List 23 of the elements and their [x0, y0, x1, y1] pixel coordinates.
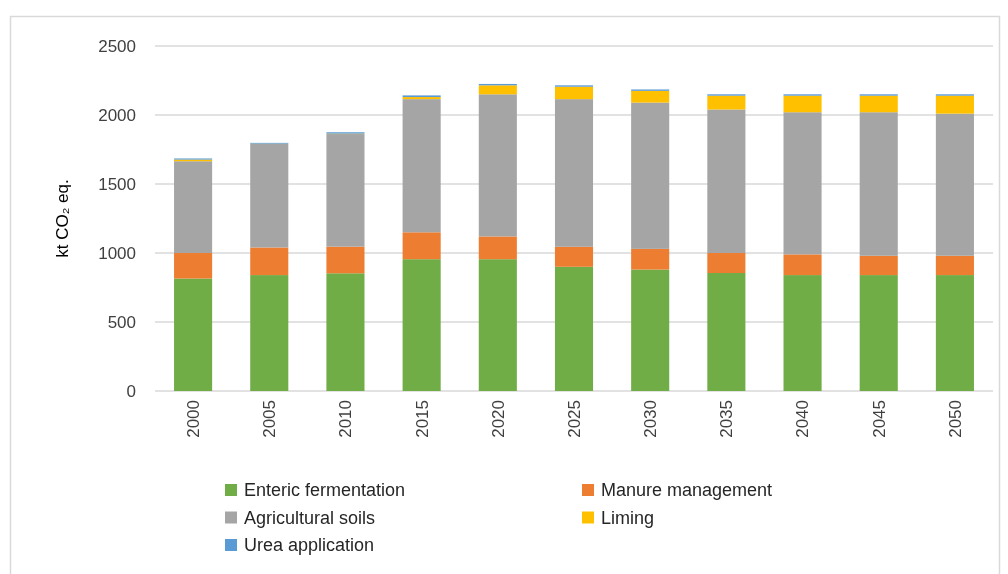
legend-label: Manure management	[601, 480, 773, 501]
x-tick-label: 2040	[793, 400, 813, 438]
y-axis-title: kt CO₂ eq.	[53, 179, 72, 258]
x-tick-label: 2025	[564, 400, 584, 438]
legend-label: Agricultural soils	[244, 507, 376, 528]
x-tick-label: 2000	[184, 400, 204, 438]
y-tick-label: 2000	[98, 105, 136, 125]
x-tick-label: 2015	[412, 400, 432, 438]
x-tick-label: 2020	[488, 400, 508, 438]
y-tick-label: 1000	[98, 243, 136, 263]
y-tick-label: 2500	[98, 36, 136, 56]
x-tick-label: 2035	[717, 400, 737, 438]
y-tick-label: 0	[126, 381, 136, 401]
x-tick-label: 2005	[260, 400, 280, 438]
x-tick-label: 2050	[945, 400, 965, 438]
x-tick-label: 2030	[641, 400, 661, 438]
y-tick-label: 1500	[98, 174, 136, 194]
x-tick-label: 2010	[336, 400, 356, 438]
legend-label: Liming	[601, 507, 655, 528]
y-tick-label: 500	[107, 312, 136, 332]
x-tick-label: 2045	[869, 400, 889, 438]
legend-label: Urea application	[244, 535, 375, 556]
legend-label: Enteric fermentation	[244, 480, 406, 501]
